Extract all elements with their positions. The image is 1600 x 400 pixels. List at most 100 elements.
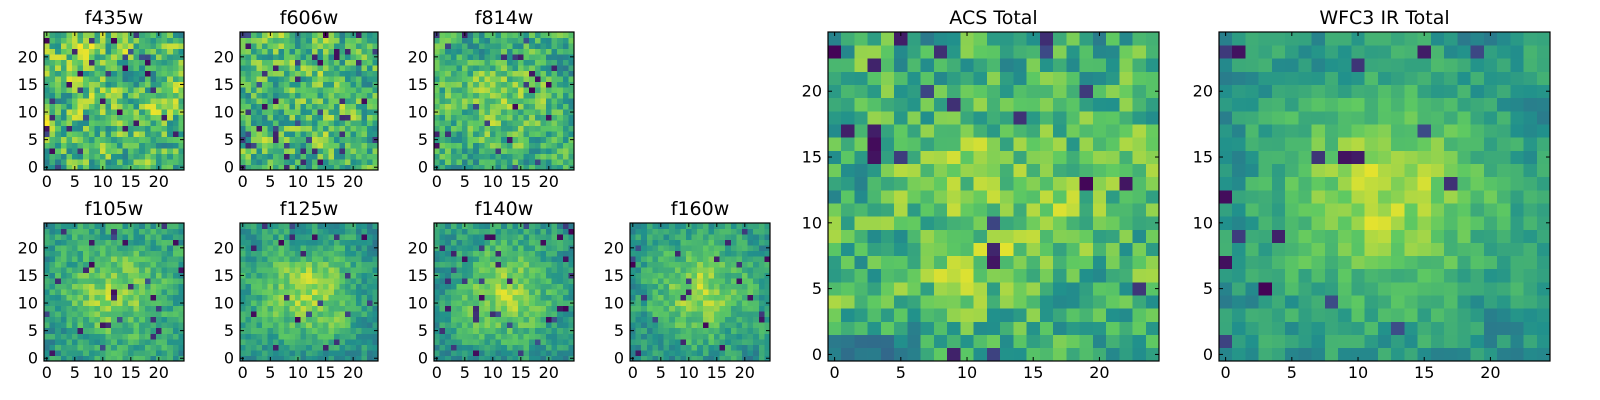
heatmap-cell (880, 295, 895, 309)
heatmap-cell (880, 216, 895, 230)
heatmap-cell (240, 98, 246, 105)
heatmap-cell (150, 333, 157, 340)
heatmap-cell (55, 103, 62, 110)
heatmap-cell (1132, 216, 1147, 230)
heatmap-cell (366, 316, 373, 323)
heatmap-cell (841, 347, 855, 362)
heatmap-cell (245, 120, 252, 127)
heatmap-cell (77, 147, 84, 154)
heatmap-cell (306, 267, 313, 274)
heatmap-cell (161, 164, 168, 171)
heatmap-cell (562, 338, 569, 345)
heatmap-cell (529, 228, 536, 235)
heatmap-cell (753, 239, 760, 246)
heatmap-cell (467, 261, 474, 268)
heatmap-cell (49, 70, 56, 77)
heatmap-cell (55, 59, 62, 66)
heatmap-cell (540, 59, 547, 66)
heatmap-cell (518, 294, 524, 301)
heatmap-cell (144, 70, 151, 77)
heatmap-cell (1106, 176, 1120, 191)
heatmap-cell (66, 228, 73, 235)
heatmap-cell (450, 158, 457, 165)
heatmap-cell (1053, 268, 1067, 283)
x-tick-label: 10 (483, 172, 503, 191)
heatmap-cell (467, 103, 474, 110)
heatmap-cell (306, 283, 313, 290)
heatmap-cell (284, 355, 291, 362)
heatmap-cell (540, 70, 547, 77)
heatmap-cell (311, 125, 318, 132)
heatmap-cell (311, 70, 318, 77)
heatmap-cell (372, 256, 379, 262)
heatmap-cell (355, 153, 362, 160)
heatmap-cell (753, 245, 760, 251)
heatmap-cell (344, 70, 351, 77)
heatmap-cell (328, 327, 335, 334)
heatmap-cell (88, 147, 95, 154)
heatmap-cell (122, 142, 129, 149)
heatmap-cell (867, 203, 882, 217)
heatmap-cell (1013, 255, 1027, 270)
heatmap-cell (546, 278, 552, 285)
heatmap-cell (534, 103, 541, 110)
y-tick-label: 5 (418, 321, 428, 340)
heatmap-cell (708, 239, 715, 246)
heatmap-cell (529, 114, 536, 121)
heatmap-cell (105, 228, 112, 235)
heatmap-cell (462, 87, 468, 94)
heatmap-cell (630, 338, 636, 345)
heatmap-cell (947, 268, 961, 283)
heatmap-cell (490, 114, 496, 121)
heatmap-cell (546, 147, 552, 154)
heatmap-cell (66, 87, 73, 94)
heatmap-cell (450, 305, 457, 312)
heatmap-cell (284, 234, 291, 240)
heatmap-cell (295, 278, 302, 285)
heatmap-cell (708, 272, 715, 279)
heatmap-cell (473, 355, 480, 362)
heatmap-cell (506, 234, 513, 240)
heatmap-cell (66, 59, 73, 66)
heatmap-cell (523, 81, 530, 88)
heatmap-cell (635, 349, 642, 356)
heatmap-cell (1145, 347, 1160, 362)
heatmap-cell (456, 333, 463, 340)
heatmap-cell (156, 76, 162, 83)
heatmap-cell (139, 109, 146, 116)
heatmap-cell (350, 98, 357, 105)
heatmap-cell (300, 239, 307, 246)
x-tick-label: 0 (432, 363, 442, 382)
heatmap-cell (557, 322, 564, 329)
heatmap-cell (439, 239, 446, 246)
heatmap-cell (122, 322, 129, 329)
heatmap-cell (300, 311, 307, 318)
heatmap-cell (133, 103, 140, 110)
heatmap-cell (350, 54, 357, 60)
heatmap-cell (473, 103, 480, 110)
heatmap-cell (880, 163, 895, 178)
heatmap-cell (534, 109, 541, 116)
heatmap-cell (333, 294, 340, 301)
heatmap-cell (94, 136, 101, 143)
heatmap-cell (730, 294, 737, 301)
heatmap-cell (245, 87, 252, 94)
heatmap-cell (144, 261, 151, 268)
heatmap-cell (256, 70, 263, 77)
heatmap-cell (245, 333, 252, 340)
heatmap-cell (747, 256, 754, 262)
heatmap-cell (439, 322, 446, 329)
axes-frame (239, 222, 379, 362)
heatmap-cell (1026, 295, 1041, 309)
heatmap-cell (742, 228, 748, 235)
heatmap-cell (742, 234, 748, 240)
heatmap-cell (658, 234, 664, 240)
heatmap-cell (66, 43, 73, 49)
heatmap-cell (828, 308, 842, 322)
heatmap-cell (139, 349, 146, 356)
heatmap-cell (150, 289, 157, 296)
heatmap-cell (478, 65, 485, 71)
heatmap-cell (322, 65, 329, 71)
heatmap-cell (278, 48, 285, 55)
heatmap-cell (1000, 255, 1014, 270)
